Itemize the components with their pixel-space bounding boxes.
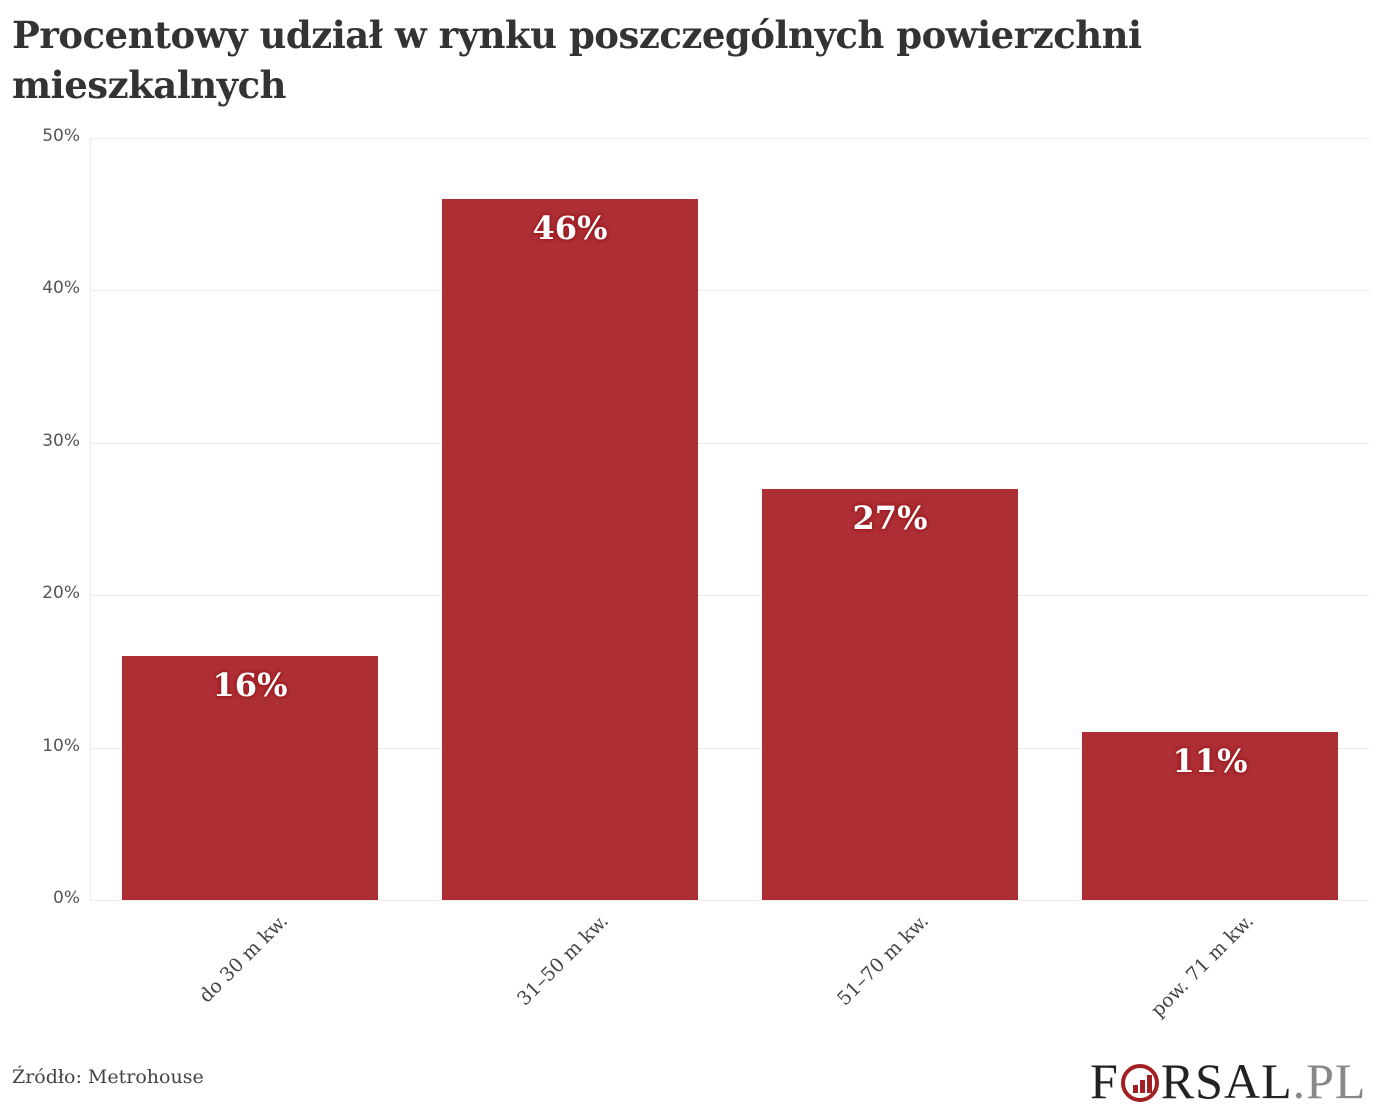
plot-area: 16% 46% 27% 11% bbox=[90, 138, 1370, 901]
y-tick-label: 20% bbox=[42, 583, 80, 604]
gridline bbox=[90, 138, 1370, 139]
bar: 11% bbox=[1082, 732, 1338, 900]
y-tick-label: 0% bbox=[53, 888, 80, 908]
chart-circle-icon bbox=[1120, 1064, 1159, 1102]
x-tick-label: do 30 m kw. bbox=[194, 910, 292, 1008]
chart-title: Procentowy udział w rynku poszczególnych… bbox=[12, 13, 1142, 107]
gridline bbox=[90, 900, 1370, 901]
x-tick-label: 51–70 m kw. bbox=[832, 910, 933, 1011]
bar: 16% bbox=[122, 656, 378, 900]
y-tick-label: 50% bbox=[42, 126, 80, 146]
y-tick-label: 30% bbox=[42, 430, 80, 451]
gridline bbox=[90, 290, 1370, 292]
bar: 27% bbox=[762, 488, 1018, 900]
bar-value-label: 16% bbox=[212, 666, 288, 705]
bar-value-label: 46% bbox=[532, 208, 608, 247]
source-note: Źródło: Metrohouse bbox=[12, 1066, 204, 1088]
x-tick-label: pow. 71 m kw. bbox=[1146, 910, 1258, 1022]
forsal-logo: F RSAL.PL bbox=[1090, 1053, 1367, 1109]
gridline bbox=[90, 747, 1370, 749]
bar-value-label: 27% bbox=[852, 498, 928, 537]
y-tick-label: 10% bbox=[42, 735, 80, 756]
bar: 46% bbox=[442, 198, 698, 900]
bar-value-label: 11% bbox=[1172, 742, 1248, 781]
y-axis-line bbox=[90, 138, 91, 900]
gridline bbox=[90, 595, 1370, 597]
gridline bbox=[90, 442, 1370, 444]
y-tick-label: 40% bbox=[42, 278, 80, 299]
x-tick-label: 31–50 m kw. bbox=[512, 910, 613, 1011]
